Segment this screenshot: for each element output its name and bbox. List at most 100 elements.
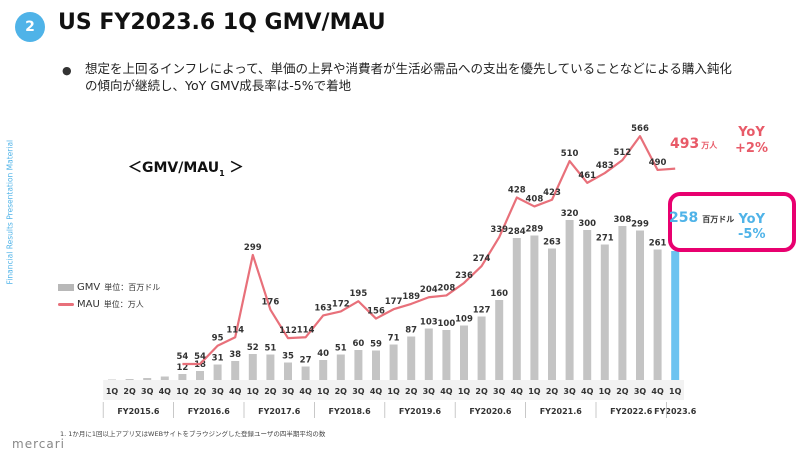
gmv-bar: [336, 354, 345, 380]
gmv-bar: [618, 226, 627, 380]
fiscal-year-label: FY2023.6: [654, 407, 697, 416]
mau-data-label: 172: [332, 299, 350, 309]
gmv-data-label: 12: [176, 363, 188, 373]
quarter-tick-label: 1Q: [106, 387, 119, 396]
gmv-latest-number: 258: [669, 210, 699, 226]
quarter-tick-label: 4Q: [581, 387, 594, 396]
mau-data-label: 54: [176, 352, 188, 362]
gmv-bar: [231, 361, 240, 380]
mau-data-label: 208: [438, 283, 456, 293]
gmv-data-label: 160: [490, 289, 508, 299]
quarter-tick-label: 4Q: [159, 387, 172, 396]
mau-yoy-label: YoY: [738, 125, 765, 140]
quarter-tick-label: 1Q: [247, 387, 260, 396]
legend-mau-swatch: [58, 303, 74, 306]
gmv-data-label: 31: [212, 354, 224, 364]
fiscal-year-label: FY2021.6: [540, 407, 583, 416]
mau-data-label: 428: [508, 186, 526, 196]
gmv-bar: [495, 300, 504, 380]
fiscal-year-label: FY2017.6: [258, 407, 301, 416]
gmv-bar: [671, 251, 680, 380]
quarter-tick-label: 4Q: [299, 387, 312, 396]
legend-gmv-unit: 単位：百万ドル: [104, 283, 161, 292]
legend-gmv-swatch: [58, 284, 74, 291]
quarter-tick-label: 4Q: [440, 387, 453, 396]
gmv-bar: [301, 366, 310, 380]
gmv-bar: [530, 235, 539, 380]
quarter-tick-label: 4Q: [229, 387, 242, 396]
gmv-data-label: 51: [335, 344, 347, 354]
gmv-data-label: 71: [388, 334, 400, 344]
mau-data-label: 177: [385, 297, 403, 307]
mau-data-label: 189: [402, 292, 420, 302]
mau-data-label: 54: [194, 352, 206, 362]
quarter-tick-label: 3Q: [563, 387, 576, 396]
gmv-data-label: 271: [596, 234, 614, 244]
quarter-tick-label: 3Q: [634, 387, 647, 396]
mau-data-label: 274: [473, 254, 491, 264]
gmv-bar: [108, 379, 116, 380]
gmv-data-label: 308: [614, 215, 632, 225]
gmv-yoy-value: -5%: [738, 227, 766, 242]
quarter-tick-label: 3Q: [493, 387, 506, 396]
gmv-bar: [196, 371, 204, 380]
legend-gmv-key: GMV: [77, 282, 101, 293]
quarter-tick-label: 3Q: [423, 387, 436, 396]
quarter-tick-label: 1Q: [669, 387, 682, 396]
highlight-box: [668, 192, 796, 252]
mau-data-label: 112: [279, 326, 297, 336]
mau-data-label: 114: [226, 325, 244, 335]
chart-label-main: ＜GMV/MAU: [128, 160, 220, 176]
gmv-data-label: 87: [405, 326, 417, 336]
page-title: US FY2023.6 1Q GMV/MAU: [58, 10, 386, 35]
gmv-bar: [160, 376, 169, 380]
mau-data-label: 461: [578, 171, 596, 181]
mau-yoy: YoY +2%: [735, 125, 768, 157]
fiscal-year-label: FY2018.6: [329, 407, 372, 416]
quarter-tick-label: 1Q: [317, 387, 330, 396]
gmv-bar: [424, 328, 433, 380]
quarter-tick-label: 3Q: [141, 387, 154, 396]
quarter-tick-label: 1Q: [458, 387, 471, 396]
quarter-axis-band: [103, 380, 684, 400]
gmv-bar: [583, 230, 592, 380]
gmv-data-label: 40: [317, 349, 329, 359]
quarter-tick-label: 2Q: [123, 387, 136, 396]
gmv-data-label: 103: [420, 318, 438, 328]
gmv-data-label: 100: [438, 319, 456, 329]
summary-text: 想定を上回るインフレによって、単価の上昇や消費者が生活必需品への支出を優先してい…: [85, 61, 732, 93]
gmv-yoy-label: YoY: [738, 212, 766, 227]
legend-gmv: GMV 単位：百万ドル: [58, 282, 160, 293]
quarter-tick-label: 2Q: [616, 387, 629, 396]
mau-data-label: 408: [526, 194, 544, 204]
bullet-dot: ●: [62, 64, 72, 77]
gmv-bar: [143, 378, 152, 380]
gmv-data-label: 300: [578, 219, 596, 229]
gmv-bar: [284, 362, 292, 380]
legend-mau-key: MAU: [77, 299, 100, 310]
gmv-data-label: 284: [508, 227, 526, 237]
gmv-bar: [354, 350, 363, 380]
quarter-tick-label: 2Q: [475, 387, 488, 396]
quarter-tick-label: 3Q: [282, 387, 295, 396]
gmv-bar: [565, 220, 574, 380]
quarter-tick-label: 4Q: [511, 387, 524, 396]
quarter-tick-label: 2Q: [335, 387, 348, 396]
mau-latest-number: 493: [670, 136, 700, 152]
mau-data-label: 566: [631, 124, 649, 134]
gmv-bar: [125, 379, 134, 380]
gmv-bar: [178, 374, 187, 380]
gmv-latest-value: 258 百万ドル: [669, 210, 734, 226]
mercari-logo: mercari: [12, 437, 65, 451]
mau-latest-value: 493 万人: [670, 136, 717, 152]
mau-latest-unit: 万人: [701, 141, 718, 150]
gmv-bar: [407, 336, 416, 380]
gmv-latest-unit: 百万ドル: [702, 215, 735, 224]
gmv-bar: [460, 325, 468, 380]
gmv-data-label: 127: [473, 306, 491, 316]
gmv-bar: [548, 248, 556, 380]
legend-mau: MAU 単位：万人: [58, 299, 144, 310]
gmv-bar: [512, 238, 521, 380]
fiscal-year-label: FY2020.6: [469, 407, 512, 416]
